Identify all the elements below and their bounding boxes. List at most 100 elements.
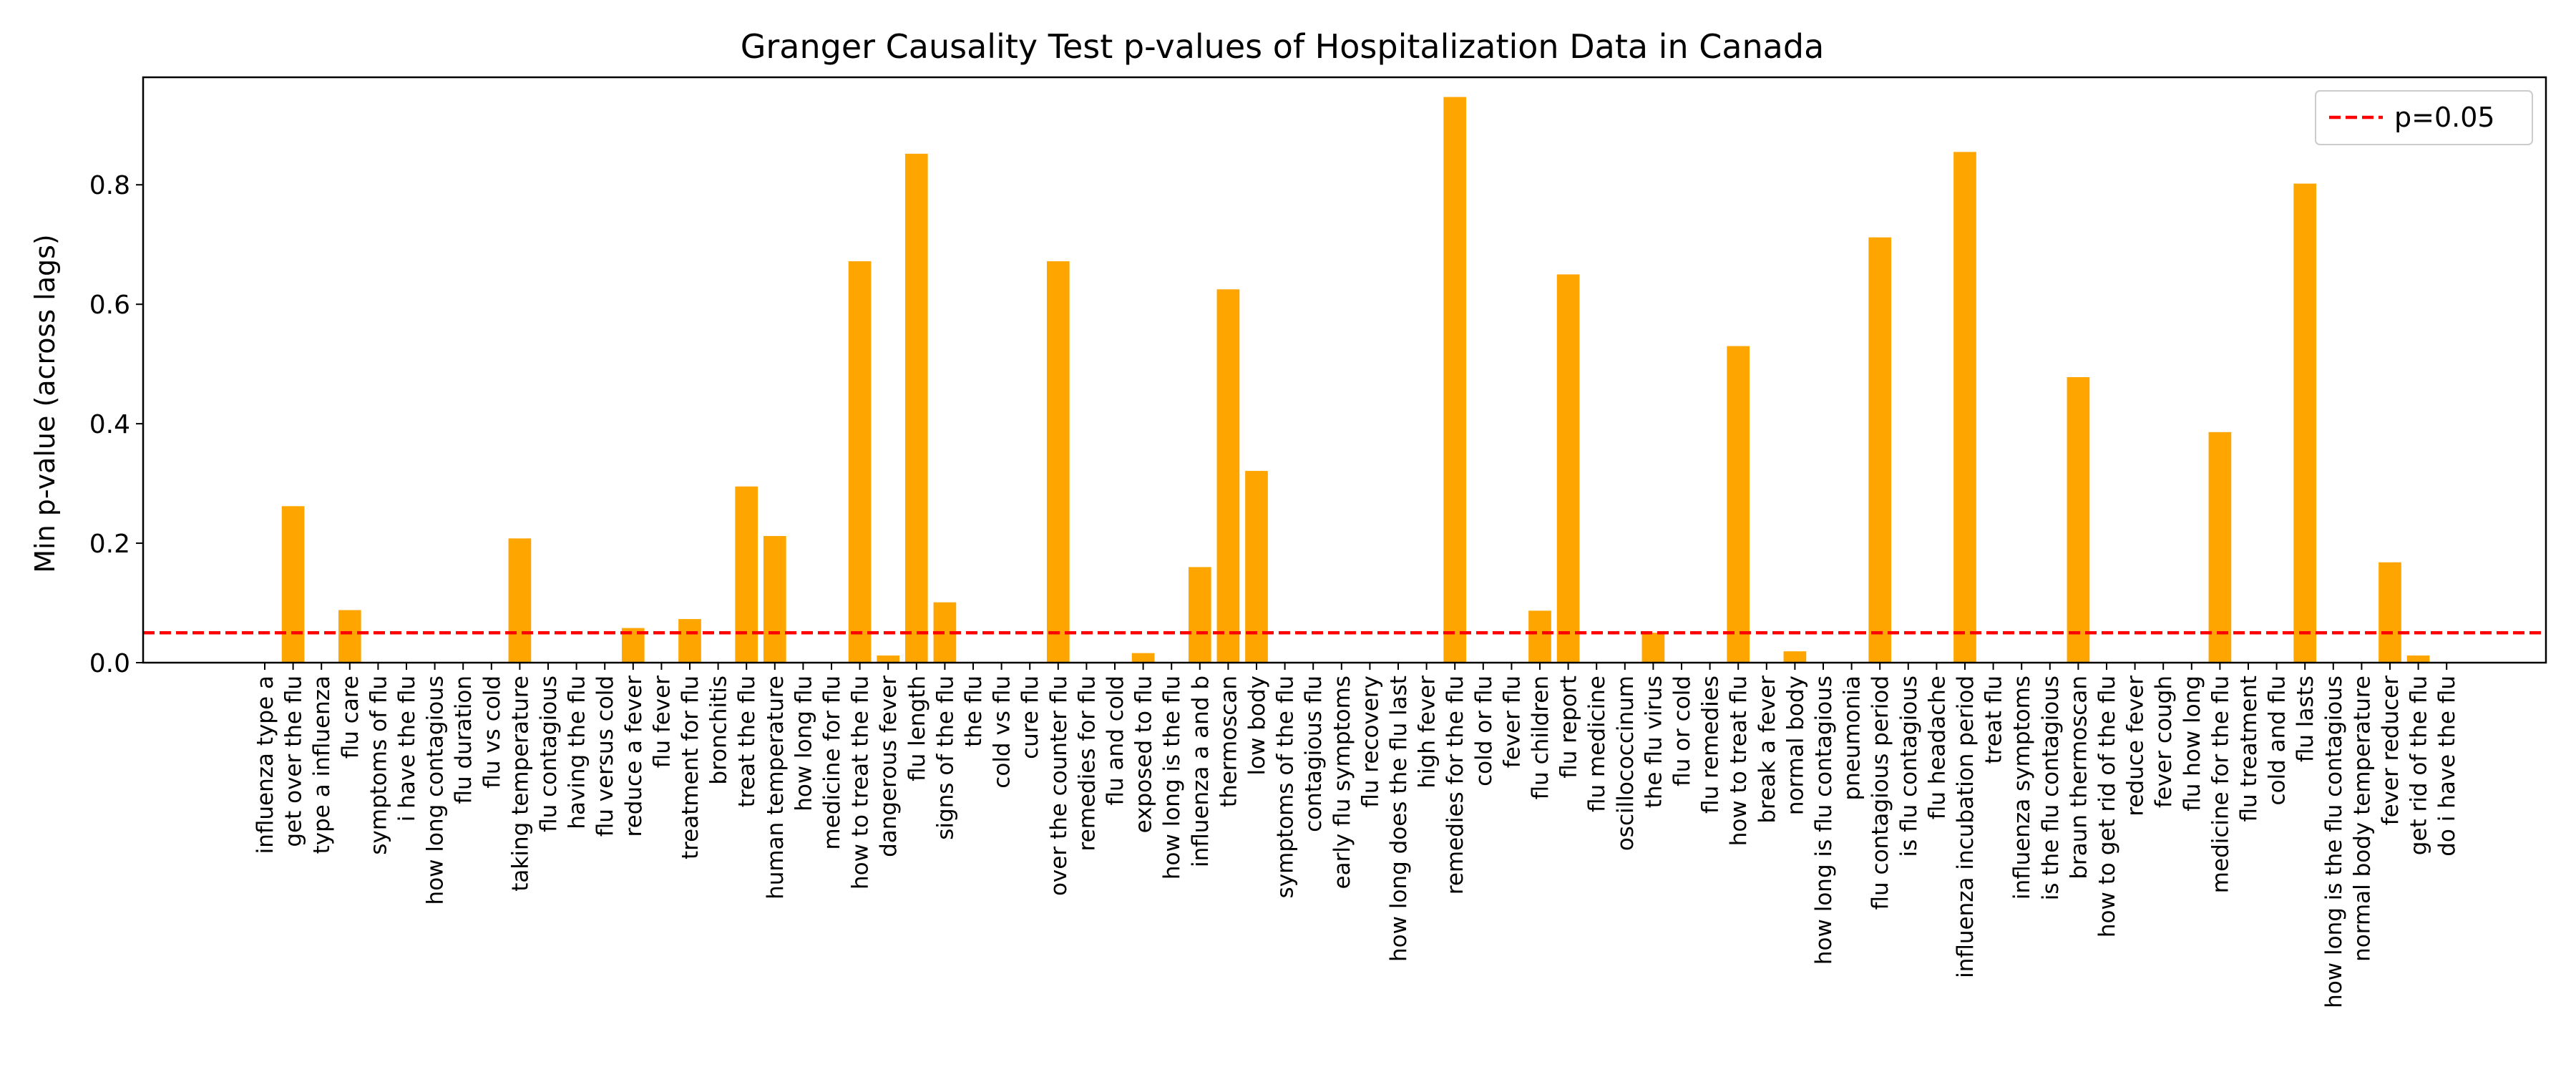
y-axis: 0.0 0.2 0.4 0.6 0.8	[89, 171, 143, 678]
x-tick-label: is the flu contagious	[2038, 676, 2064, 900]
x-tick-label: the flu	[961, 676, 987, 747]
x-tick-label: flu treatment	[2236, 676, 2262, 822]
bar	[1046, 261, 1070, 663]
x-tick-label: symptoms of flu	[366, 676, 391, 855]
bar	[1188, 567, 1211, 663]
x-tick-label: flu report	[1556, 676, 1582, 779]
bar	[848, 261, 872, 663]
x-tick-label: type a influenza	[309, 676, 335, 854]
chart-title: Granger Causality Test p-values of Hospi…	[741, 27, 1825, 66]
bar	[2208, 432, 2232, 663]
x-tick-label: how long flu	[791, 676, 816, 812]
x-tick-label: flu how long	[2180, 676, 2205, 812]
x-tick-label: cold and flu	[2265, 676, 2290, 806]
x-tick-label: exposed to flu	[1131, 676, 1157, 833]
x-tick-label: flu versus cold	[592, 676, 618, 837]
y-tick-label: 0.0	[89, 649, 130, 678]
x-tick-label: how long is the flu	[1159, 676, 1185, 879]
legend-label: p=0.05	[2394, 102, 2495, 133]
x-tick-label: influenza type a	[253, 676, 278, 854]
x-tick-label: the flu virus	[1641, 676, 1667, 808]
x-tick-label: reduce a fever	[621, 676, 647, 837]
x-tick-label: cold or flu	[1471, 676, 1497, 786]
x-tick-label: normal body temperature	[2349, 676, 2375, 962]
bar	[678, 619, 701, 663]
x-tick-label: do i have the flu	[2434, 676, 2460, 857]
bar	[1528, 610, 1551, 663]
bar	[735, 486, 758, 663]
x-tick-label: how long is the flu contagious	[2321, 676, 2347, 1008]
bar	[2406, 655, 2430, 663]
bar	[1556, 274, 1580, 663]
bar	[281, 506, 305, 663]
x-tick-label: influenza symptoms	[2009, 676, 2035, 900]
x-tick-label: flu recovery	[1357, 676, 1383, 808]
x-tick-label: human temperature	[763, 676, 789, 900]
bar	[1783, 651, 1807, 663]
x-tick-label: treatment for flu	[678, 676, 703, 859]
x-tick-label: flu headache	[1924, 676, 1950, 819]
x-tick-label: remedies for the flu	[1443, 676, 1468, 895]
x-tick-label: how long does the flu last	[1386, 676, 1412, 962]
x-tick-label: fever reducer	[2378, 676, 2404, 826]
x-tick-label: medicine for the flu	[2207, 676, 2233, 893]
x-tick-label: fever flu	[1499, 676, 1525, 768]
x-tick-label: cure flu	[1018, 676, 1043, 759]
x-tick-label: flu remedies	[1698, 676, 1724, 814]
x-tick-label: fever cough	[2151, 676, 2177, 808]
x-tick-label: medicine for flu	[819, 676, 845, 849]
bar	[1953, 152, 1976, 663]
x-tick-label: normal body	[1782, 676, 1808, 815]
bar	[1216, 289, 1240, 663]
legend-box	[2315, 90, 2533, 145]
bar	[2293, 183, 2317, 663]
y-tick-label: 0.6	[89, 291, 130, 320]
legend: p=0.05	[2315, 90, 2533, 145]
x-tick-label: cold vs flu	[990, 676, 1015, 789]
x-tick-label: high fever	[1415, 676, 1440, 789]
y-tick-label: 0.2	[89, 530, 130, 559]
x-tick-label: flu children	[1528, 676, 1553, 799]
x-tick-label: flu duration	[451, 676, 477, 804]
bars-group	[281, 97, 2430, 663]
x-axis: influenza type a get over the flu type a i…	[253, 663, 2460, 1008]
bar	[1727, 346, 1750, 663]
x-tick-label: thermoscan	[1216, 676, 1241, 807]
x-tick-label: flu contagious	[536, 676, 562, 832]
plot-frame	[142, 76, 2547, 664]
x-tick-label: get over the flu	[281, 676, 307, 847]
x-tick-label: having the flu	[565, 676, 590, 829]
bar	[1868, 237, 1892, 663]
x-tick-label: early flu symptoms	[1330, 676, 1355, 890]
x-tick-label: low body	[1244, 676, 1270, 775]
x-tick-label: braun thermoscan	[2066, 676, 2092, 879]
x-tick-label: oscillococcinum	[1613, 676, 1639, 851]
x-tick-label: flu care	[338, 676, 364, 759]
x-tick-label: over the counter flu	[1046, 676, 1072, 896]
x-tick-label: how to treat the flu	[848, 676, 874, 890]
x-tick-label: remedies for flu	[1074, 676, 1100, 851]
x-tick-label: contagious flu	[1301, 676, 1327, 832]
x-tick-label: flu medicine	[1584, 676, 1610, 812]
x-tick-label: get rid of the flu	[2406, 676, 2432, 855]
x-tick-label: influenza incubation period	[1953, 676, 1979, 978]
x-tick-label: flu contagious period	[1868, 676, 1893, 910]
y-tick-label: 0.8	[89, 171, 130, 200]
x-tick-label: how to get rid of the flu	[2094, 676, 2120, 937]
bar	[2379, 562, 2401, 663]
y-tick-label: 0.4	[89, 410, 130, 439]
bar	[877, 655, 900, 663]
y-axis-label: Min p-value (across lags)	[29, 234, 61, 573]
bar	[1443, 97, 1467, 663]
x-tick-label: symptoms of the flu	[1273, 676, 1299, 898]
x-tick-label: bronchitis	[706, 676, 732, 785]
x-tick-label: taking temperature	[507, 676, 533, 892]
bar	[763, 536, 786, 663]
x-tick-label: treat flu	[1981, 676, 2007, 764]
bar	[2067, 377, 2090, 663]
x-tick-label: break a fever	[1755, 676, 1780, 824]
x-tick-label: is flu contagious	[1896, 676, 1922, 857]
x-tick-label: flu lasts	[2293, 676, 2318, 762]
x-tick-label: reduce fever	[2123, 676, 2149, 817]
